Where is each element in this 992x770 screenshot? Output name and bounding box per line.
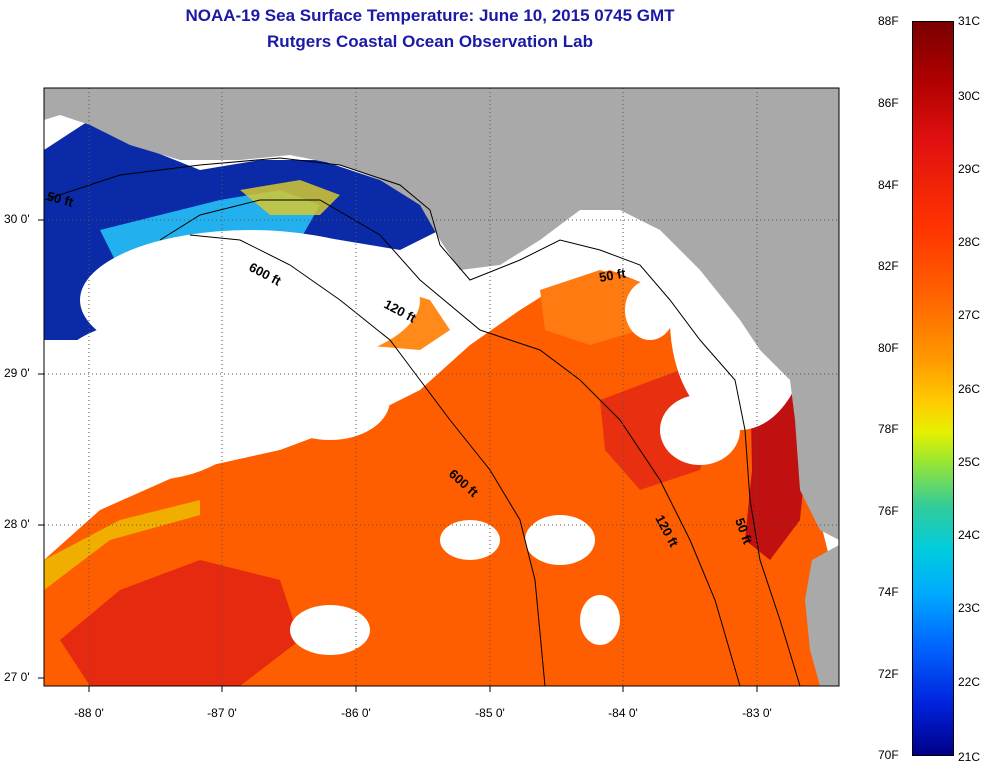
colorbar-f-label: 74F [878, 585, 899, 599]
lon-label: -83 0' [742, 706, 772, 720]
lon-label: -86 0' [341, 706, 371, 720]
temperature-colorbar [912, 21, 954, 756]
colorbar-c-label: 31C [958, 14, 981, 28]
colorbar-f-label: 80F [878, 341, 899, 355]
sst-mild-patch [240, 180, 340, 215]
lat-label: 27 0' [4, 670, 30, 684]
colorbar-f-label: 70F [878, 748, 899, 762]
lon-label: -85 0' [475, 706, 505, 720]
colorbar-c-label: 22C [958, 675, 981, 689]
colorbar-f-label: 86F [878, 96, 899, 110]
graticule [44, 88, 839, 686]
tick-marks [38, 219, 758, 692]
colorbar-c-label: 21C [958, 750, 981, 764]
colorbar-c-label: 30C [958, 89, 981, 103]
contour-label: 50 ft [598, 265, 628, 285]
colorbar-c-label: 24C [958, 528, 981, 542]
colorbar-f-label: 82F [878, 259, 899, 273]
lat-label: 28 0' [4, 517, 30, 531]
land-mass [44, 88, 839, 540]
lat-label: 30 0' [4, 212, 30, 226]
lat-label: 29 0' [4, 366, 30, 380]
contour-label: 50 ft [45, 188, 75, 210]
lon-label: -84 0' [608, 706, 638, 720]
map-subtitle: Rutgers Coastal Ocean Observation Lab [267, 32, 593, 51]
map-title: NOAA-19 Sea Surface Temperature: June 10… [185, 6, 675, 25]
colorbar-c-label: 29C [958, 162, 981, 176]
colorbar-c-label: 27C [958, 308, 981, 322]
colorbar-c-label: 25C [958, 455, 981, 469]
lon-label: -88 0' [74, 706, 104, 720]
bathymetry-contours [44, 157, 801, 686]
sst-red-patch [60, 560, 300, 686]
colorbar-f-label: 76F [878, 504, 899, 518]
colorbar-c-label: 23C [958, 601, 981, 615]
lon-label: -87 0' [207, 706, 237, 720]
colorbar-c-label: 28C [958, 235, 981, 249]
colorbar-f-label: 72F [878, 667, 899, 681]
colorbar-f-label: 84F [878, 178, 899, 192]
map-frame [43, 87, 840, 687]
sst-transition [44, 500, 200, 590]
colorbar-c-label: 26C [958, 382, 981, 396]
colorbar-f-label: 88F [878, 14, 899, 28]
land-mass [805, 545, 839, 686]
colorbar-f-label: 78F [878, 422, 899, 436]
